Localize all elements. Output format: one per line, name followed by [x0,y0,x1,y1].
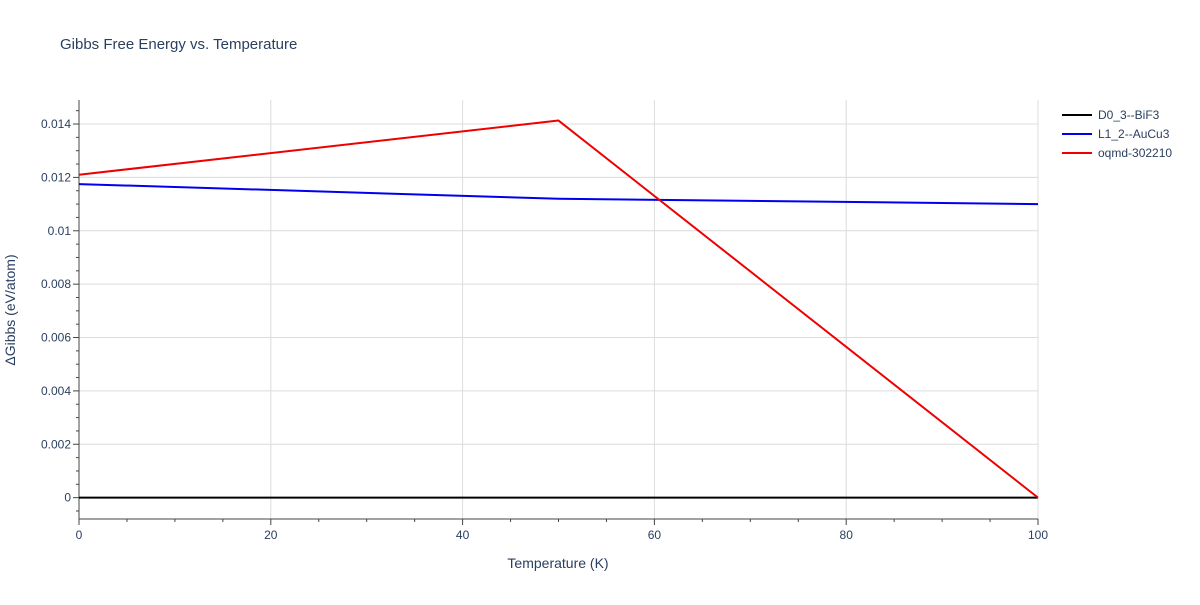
x-tick-label: 0 [76,528,83,542]
x-axis-title: Temperature (K) [507,555,608,571]
x-tick-label: 100 [1028,528,1048,542]
x-tick-label: 60 [648,528,662,542]
legend-label: L1_2--AuCu3 [1098,127,1170,141]
legend-label: D0_3--BiF3 [1098,108,1160,122]
x-tick-label: 40 [456,528,470,542]
legend-item[interactable]: L1_2--AuCu3 [1062,127,1170,141]
y-tick-label: 0 [64,491,71,505]
chart-title: Gibbs Free Energy vs. Temperature [60,36,298,53]
y-tick-label: 0.006 [41,331,71,345]
grid-layer [79,100,1039,519]
y-tick-label: 0.01 [48,224,72,238]
x-tick-label: 80 [840,528,854,542]
y-tick-label: 0.014 [41,117,71,131]
y-tick-label: 0.002 [41,437,71,451]
legend[interactable]: D0_3--BiF3 L1_2--AuCu3 oqmd-302210 [1062,108,1172,160]
axis-layer: 0 20 40 60 80 100 0 0.002 0.004 0.006 0.008 0.01 0.0… [41,100,1048,542]
series-line-oqmd-302210 [78,119,1039,499]
y-tick-label: 0.012 [41,170,71,184]
series-layer [78,119,1039,499]
series-line-L1_2--AuCu3 [78,183,1039,206]
y-tick-label: 0.004 [41,384,71,398]
y-tick-label: 0.008 [41,277,71,291]
x-tick-label: 20 [264,528,278,542]
y-axis-title: ΔGibbs (eV/atom) [2,254,18,365]
legend-label: oqmd-302210 [1098,146,1172,160]
legend-item[interactable]: D0_3--BiF3 [1062,108,1160,122]
legend-item[interactable]: oqmd-302210 [1062,146,1172,160]
